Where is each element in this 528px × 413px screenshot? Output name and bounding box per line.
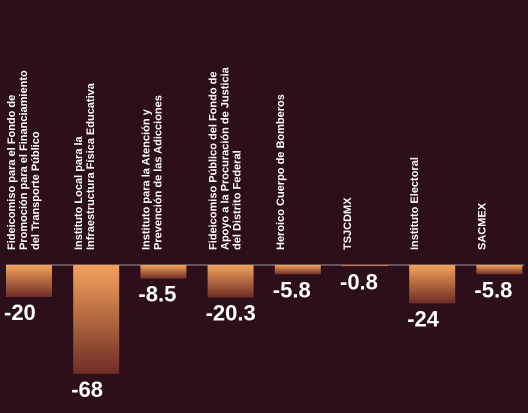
category-label: SACMEX xyxy=(476,202,488,250)
bar xyxy=(207,265,254,298)
category-label: Fideicomiso para el Fondo de xyxy=(6,95,18,250)
value-label: -20.3 xyxy=(206,301,256,326)
value-label: -5.8 xyxy=(474,277,512,302)
value-label: -20 xyxy=(4,300,36,325)
category-label: Heroico Cuerpo de Bomberos xyxy=(275,94,287,250)
value-label: -0.8 xyxy=(340,269,378,294)
bar xyxy=(476,265,523,275)
category-label: del Transporte Público xyxy=(30,131,42,250)
value-label: -24 xyxy=(407,306,440,331)
bar xyxy=(140,265,187,279)
category-label: Prevención de las Adicciones xyxy=(152,95,164,250)
category-label: Instituto para la Atención y xyxy=(140,108,152,250)
value-label: -5.8 xyxy=(273,277,311,302)
bar xyxy=(274,265,321,275)
bar xyxy=(342,265,388,267)
value-label: -68 xyxy=(71,377,103,402)
category-label: Instituto Electoral xyxy=(409,157,421,250)
category-label: Promoción para el Financiamiento xyxy=(18,70,30,250)
bar xyxy=(6,265,52,297)
category-label: Apoyo a la Procuración de Justicia xyxy=(220,66,232,250)
bar xyxy=(409,265,456,304)
category-label: TSJCDMX xyxy=(342,197,354,250)
category-label: Infraestructura Física Educativa xyxy=(85,82,97,250)
bar xyxy=(73,265,120,374)
category-label: Instituto Local para la xyxy=(73,135,85,250)
category-label: del Distrito Federal xyxy=(232,150,244,250)
value-label: -8.5 xyxy=(138,282,176,307)
category-label: Fideicomiso Público del Fondo de xyxy=(208,72,220,250)
